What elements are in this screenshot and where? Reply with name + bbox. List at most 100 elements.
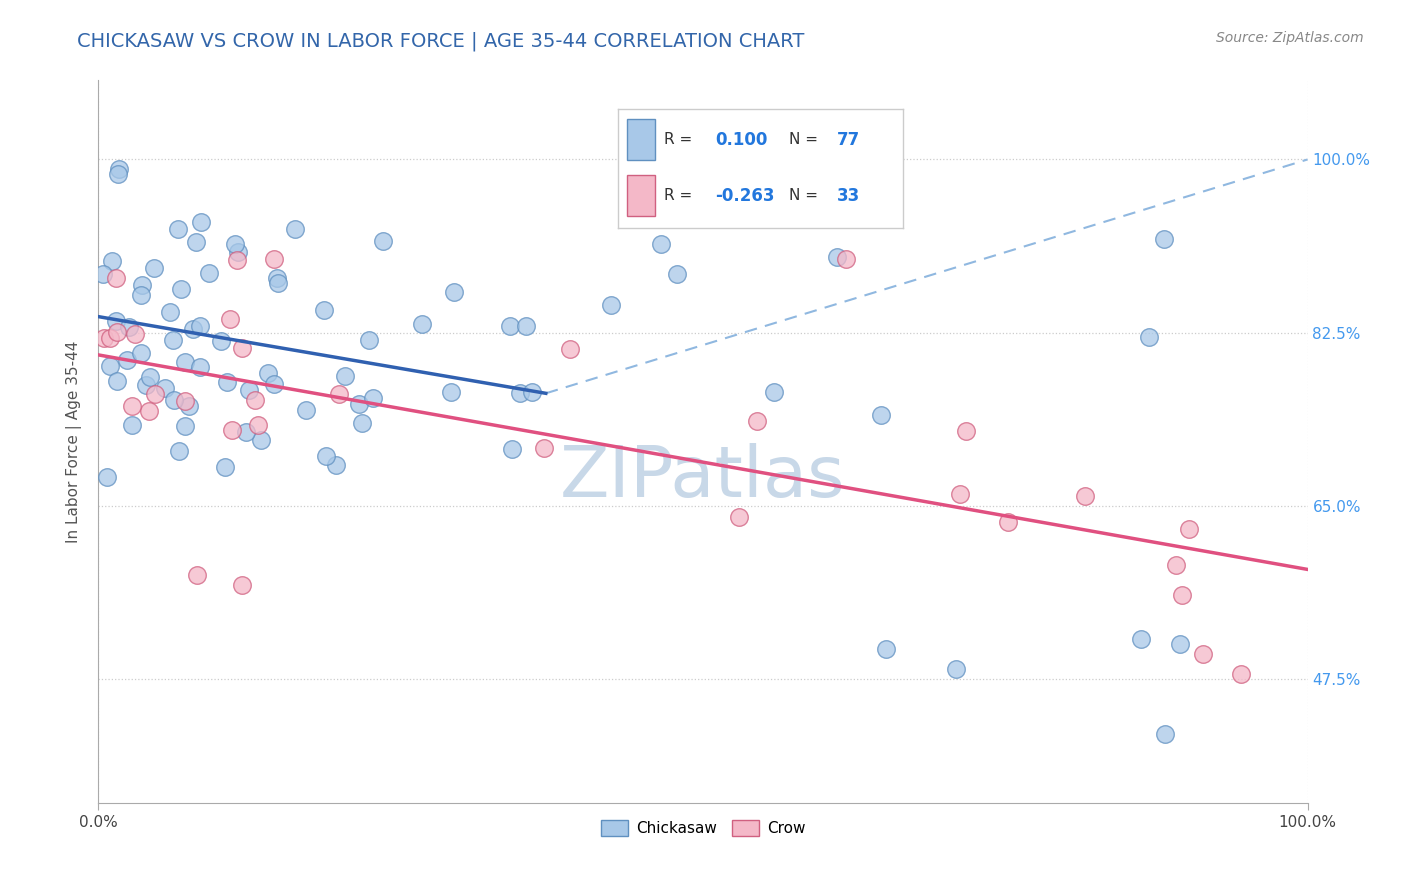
Point [98,330,121,344]
Point [215,375,238,389]
Point [214,459,236,474]
Point [349,397,371,411]
Point [267,276,290,290]
Point [121,418,143,433]
Point [870,409,893,423]
Point [121,399,143,413]
Point [190,215,212,229]
Point [105,374,128,388]
Point [515,318,537,333]
Point [167,443,190,458]
Point [235,425,257,439]
Point [177,399,200,413]
Point [357,333,380,347]
Point [188,318,211,333]
Point [131,346,153,360]
Point [224,237,246,252]
Point [91,268,114,282]
Point [335,369,357,384]
Point [533,442,555,456]
Point [209,334,232,348]
Point [825,250,848,264]
Point [1230,667,1253,681]
Point [520,384,543,399]
Point [101,254,124,268]
Point [257,366,280,380]
Text: ZIPatlas: ZIPatlas [560,443,846,512]
Point [650,236,672,251]
Point [284,221,307,235]
Point [1192,648,1215,662]
Point [117,353,139,368]
Point [124,327,146,342]
Point [1153,726,1175,740]
Point [174,419,197,434]
Point [131,277,153,292]
Point [188,359,211,374]
Point [443,285,465,300]
Point [238,383,260,397]
Point [93,330,115,344]
Point [499,318,522,333]
Point [163,392,186,407]
Point [875,642,897,657]
Point [243,393,266,408]
Point [328,387,350,401]
Point [945,662,967,676]
Point [107,167,129,181]
Point [350,416,373,430]
Point [219,312,242,326]
Point [1074,489,1097,503]
Point [108,162,131,177]
Point [325,458,347,472]
Point [173,393,195,408]
Point [1137,330,1160,344]
Point [1166,558,1188,573]
Point [139,370,162,384]
Point [312,302,335,317]
Point [1178,522,1201,536]
Point [263,252,285,266]
Point [600,298,623,312]
Point [198,266,221,280]
Point [231,578,253,592]
Point [247,417,270,432]
Point [138,404,160,418]
Point [181,322,204,336]
Point [129,288,152,302]
Point [166,222,188,236]
Point [96,470,118,484]
Point [315,449,337,463]
Point [665,267,688,281]
Point [143,387,166,401]
Point [727,509,749,524]
Point [411,317,433,331]
Point [226,253,249,268]
Point [949,487,972,501]
Point [762,384,785,399]
Point [162,333,184,347]
Point [184,235,207,249]
Point [745,414,768,428]
Point [231,342,253,356]
Point [997,515,1019,529]
Point [98,359,121,373]
Point [142,261,165,276]
Point [1171,588,1194,602]
Point [118,320,141,334]
Point [153,380,176,394]
Point [509,385,531,400]
Point [249,434,271,448]
Point [226,245,249,260]
Point [266,271,288,285]
Point [263,377,285,392]
Point [221,423,243,437]
Point [373,234,395,248]
Point [295,403,318,417]
Point [558,342,581,356]
Point [104,271,127,285]
Point [174,355,197,369]
Point [104,314,127,328]
Point [835,252,858,266]
Point [135,377,157,392]
